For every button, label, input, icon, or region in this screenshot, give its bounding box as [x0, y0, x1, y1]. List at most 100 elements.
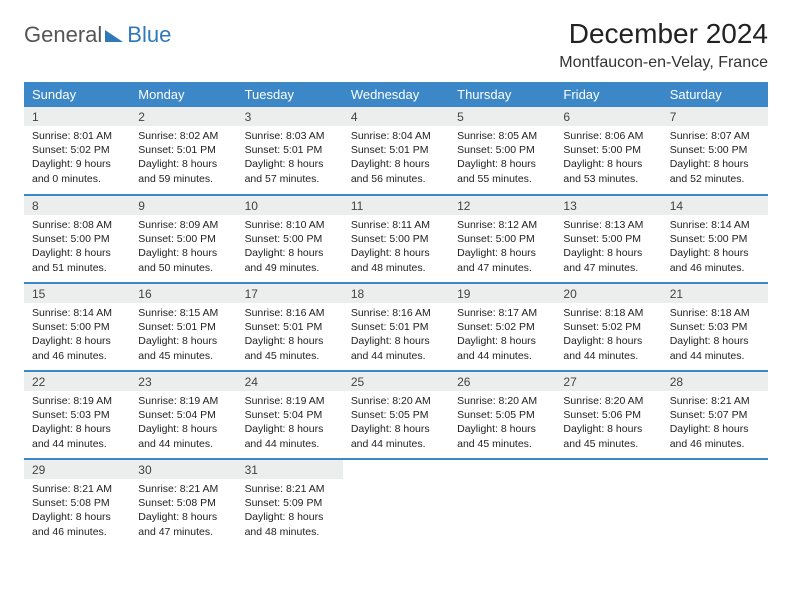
day-details: Sunrise: 8:05 AMSunset: 5:00 PMDaylight:… [449, 126, 555, 192]
day-number: 2 [130, 107, 236, 126]
day-cell: 13Sunrise: 8:13 AMSunset: 5:00 PMDayligh… [555, 195, 661, 283]
day-cell: 16Sunrise: 8:15 AMSunset: 5:01 PMDayligh… [130, 283, 236, 371]
daylight-line: Daylight: 8 hours and 45 minutes. [563, 422, 653, 450]
day-header: Saturday [662, 82, 768, 107]
day-cell [555, 459, 661, 547]
sunset-line: Sunset: 5:01 PM [138, 143, 228, 157]
day-details: Sunrise: 8:02 AMSunset: 5:01 PMDaylight:… [130, 126, 236, 192]
day-details: Sunrise: 8:20 AMSunset: 5:05 PMDaylight:… [449, 391, 555, 457]
sunrise-line: Sunrise: 8:13 AM [563, 218, 653, 232]
day-number: 13 [555, 196, 661, 215]
sunrise-line: Sunrise: 8:06 AM [563, 129, 653, 143]
sunset-line: Sunset: 5:00 PM [32, 320, 122, 334]
sunrise-line: Sunrise: 8:10 AM [245, 218, 335, 232]
day-number: 9 [130, 196, 236, 215]
sunrise-line: Sunrise: 8:03 AM [245, 129, 335, 143]
sunrise-line: Sunrise: 8:09 AM [138, 218, 228, 232]
sunrise-line: Sunrise: 8:12 AM [457, 218, 547, 232]
day-number: 3 [237, 107, 343, 126]
daylight-line: Daylight: 8 hours and 44 minutes. [245, 422, 335, 450]
calendar-table: SundayMondayTuesdayWednesdayThursdayFrid… [24, 82, 768, 547]
sunset-line: Sunset: 5:04 PM [138, 408, 228, 422]
sunset-line: Sunset: 5:02 PM [32, 143, 122, 157]
day-details: Sunrise: 8:21 AMSunset: 5:08 PMDaylight:… [130, 479, 236, 545]
day-details: Sunrise: 8:01 AMSunset: 5:02 PMDaylight:… [24, 126, 130, 192]
sunrise-line: Sunrise: 8:14 AM [670, 218, 760, 232]
week-row: 1Sunrise: 8:01 AMSunset: 5:02 PMDaylight… [24, 107, 768, 195]
day-details: Sunrise: 8:18 AMSunset: 5:03 PMDaylight:… [662, 303, 768, 369]
sunrise-line: Sunrise: 8:21 AM [32, 482, 122, 496]
sunset-line: Sunset: 5:00 PM [563, 143, 653, 157]
day-details: Sunrise: 8:16 AMSunset: 5:01 PMDaylight:… [237, 303, 343, 369]
day-number: 21 [662, 284, 768, 303]
sunrise-line: Sunrise: 8:16 AM [245, 306, 335, 320]
daylight-line: Daylight: 8 hours and 48 minutes. [245, 510, 335, 538]
day-cell: 11Sunrise: 8:11 AMSunset: 5:00 PMDayligh… [343, 195, 449, 283]
daylight-line: Daylight: 8 hours and 46 minutes. [32, 334, 122, 362]
day-details: Sunrise: 8:07 AMSunset: 5:00 PMDaylight:… [662, 126, 768, 192]
day-details: Sunrise: 8:17 AMSunset: 5:02 PMDaylight:… [449, 303, 555, 369]
sunrise-line: Sunrise: 8:11 AM [351, 218, 441, 232]
daylight-line: Daylight: 8 hours and 57 minutes. [245, 157, 335, 185]
day-header: Wednesday [343, 82, 449, 107]
day-details: Sunrise: 8:10 AMSunset: 5:00 PMDaylight:… [237, 215, 343, 281]
day-cell: 24Sunrise: 8:19 AMSunset: 5:04 PMDayligh… [237, 371, 343, 459]
sunrise-line: Sunrise: 8:17 AM [457, 306, 547, 320]
week-row: 29Sunrise: 8:21 AMSunset: 5:08 PMDayligh… [24, 459, 768, 547]
daylight-line: Daylight: 8 hours and 47 minutes. [457, 246, 547, 274]
day-cell: 19Sunrise: 8:17 AMSunset: 5:02 PMDayligh… [449, 283, 555, 371]
sunrise-line: Sunrise: 8:20 AM [457, 394, 547, 408]
daylight-line: Daylight: 8 hours and 46 minutes. [670, 246, 760, 274]
sunset-line: Sunset: 5:09 PM [245, 496, 335, 510]
day-cell: 12Sunrise: 8:12 AMSunset: 5:00 PMDayligh… [449, 195, 555, 283]
sunset-line: Sunset: 5:00 PM [245, 232, 335, 246]
day-number: 30 [130, 460, 236, 479]
sunrise-line: Sunrise: 8:02 AM [138, 129, 228, 143]
sunset-line: Sunset: 5:01 PM [245, 143, 335, 157]
day-number: 27 [555, 372, 661, 391]
day-cell: 2Sunrise: 8:02 AMSunset: 5:01 PMDaylight… [130, 107, 236, 195]
daylight-line: Daylight: 8 hours and 52 minutes. [670, 157, 760, 185]
day-cell: 29Sunrise: 8:21 AMSunset: 5:08 PMDayligh… [24, 459, 130, 547]
day-header: Monday [130, 82, 236, 107]
day-details: Sunrise: 8:21 AMSunset: 5:07 PMDaylight:… [662, 391, 768, 457]
day-number: 8 [24, 196, 130, 215]
sunset-line: Sunset: 5:03 PM [670, 320, 760, 334]
day-header: Thursday [449, 82, 555, 107]
sunset-line: Sunset: 5:02 PM [457, 320, 547, 334]
sunrise-line: Sunrise: 8:20 AM [563, 394, 653, 408]
day-cell: 6Sunrise: 8:06 AMSunset: 5:00 PMDaylight… [555, 107, 661, 195]
sunset-line: Sunset: 5:06 PM [563, 408, 653, 422]
sunrise-line: Sunrise: 8:04 AM [351, 129, 441, 143]
day-number: 7 [662, 107, 768, 126]
day-cell: 26Sunrise: 8:20 AMSunset: 5:05 PMDayligh… [449, 371, 555, 459]
daylight-line: Daylight: 8 hours and 44 minutes. [351, 334, 441, 362]
day-details: Sunrise: 8:06 AMSunset: 5:00 PMDaylight:… [555, 126, 661, 192]
day-details: Sunrise: 8:21 AMSunset: 5:09 PMDaylight:… [237, 479, 343, 545]
day-cell: 18Sunrise: 8:16 AMSunset: 5:01 PMDayligh… [343, 283, 449, 371]
sunset-line: Sunset: 5:03 PM [32, 408, 122, 422]
daylight-line: Daylight: 8 hours and 44 minutes. [670, 334, 760, 362]
day-details: Sunrise: 8:15 AMSunset: 5:01 PMDaylight:… [130, 303, 236, 369]
day-cell: 27 Sunrise: 8:20 AMSunset: 5:06 PMDayligh… [555, 371, 661, 459]
day-number: 23 [130, 372, 236, 391]
day-cell: 25Sunrise: 8:20 AMSunset: 5:05 PMDayligh… [343, 371, 449, 459]
sunrise-line: Sunrise: 8:21 AM [245, 482, 335, 496]
day-details: Sunrise: 8:19 AMSunset: 5:04 PMDaylight:… [237, 391, 343, 457]
sunrise-line: Sunrise: 8:21 AM [670, 394, 760, 408]
day-details: Sunrise: 8:14 AMSunset: 5:00 PMDaylight:… [662, 215, 768, 281]
sunset-line: Sunset: 5:00 PM [351, 232, 441, 246]
daylight-line: Daylight: 8 hours and 44 minutes. [457, 334, 547, 362]
day-cell: 10Sunrise: 8:10 AMSunset: 5:00 PMDayligh… [237, 195, 343, 283]
page-header: General Blue December 2024 Montfaucon-en… [24, 18, 768, 72]
sunset-line: Sunset: 5:05 PM [351, 408, 441, 422]
daylight-line: Daylight: 8 hours and 47 minutes. [563, 246, 653, 274]
day-cell: 8Sunrise: 8:08 AMSunset: 5:00 PMDaylight… [24, 195, 130, 283]
daylight-line: Daylight: 8 hours and 51 minutes. [32, 246, 122, 274]
daylight-line: Daylight: 8 hours and 44 minutes. [563, 334, 653, 362]
sunrise-line: Sunrise: 8:14 AM [32, 306, 122, 320]
daylight-line: Daylight: 8 hours and 46 minutes. [670, 422, 760, 450]
daylight-line: Daylight: 8 hours and 55 minutes. [457, 157, 547, 185]
calendar-body: 1Sunrise: 8:01 AMSunset: 5:02 PMDaylight… [24, 107, 768, 547]
day-number: 20 [555, 284, 661, 303]
